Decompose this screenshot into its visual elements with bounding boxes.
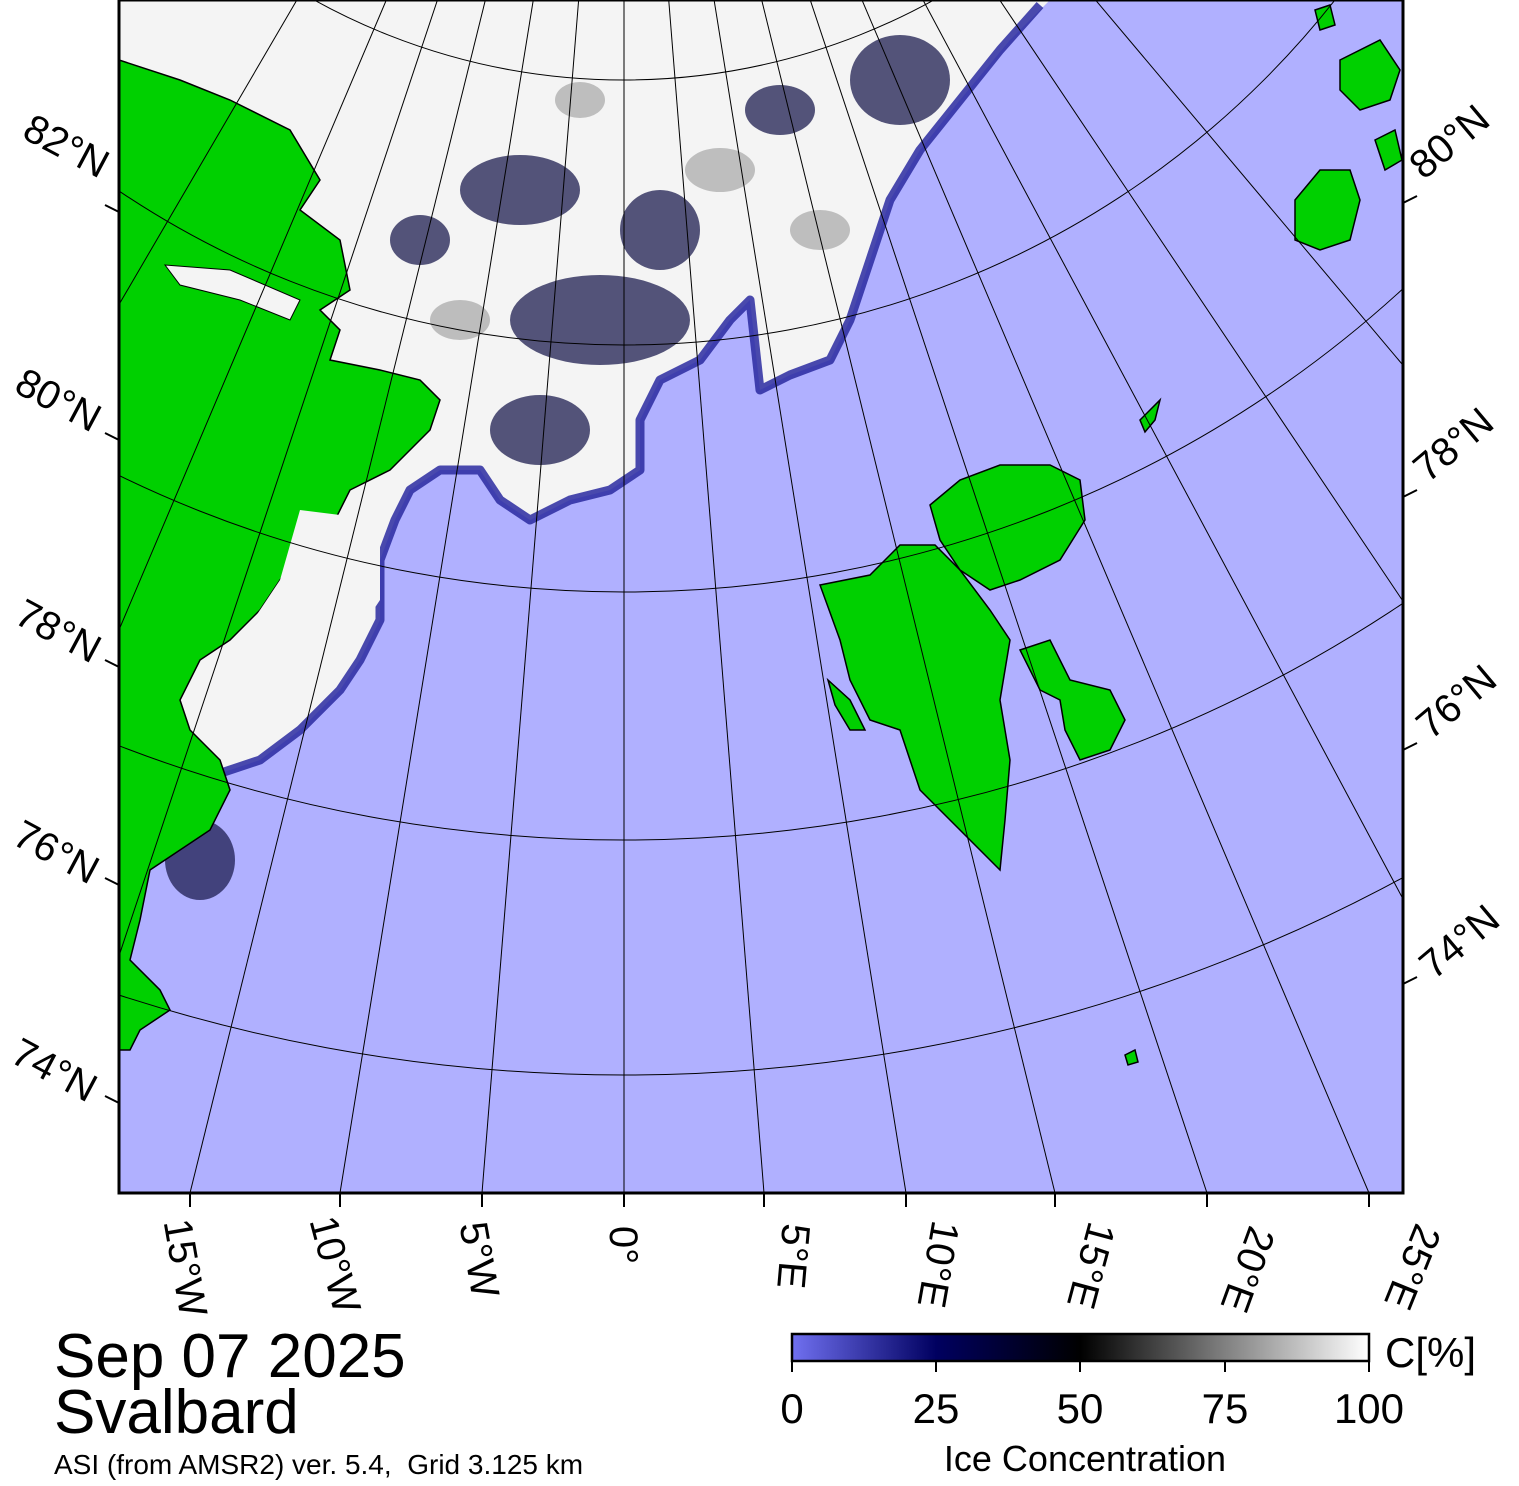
date-label: Sep 07 2025 bbox=[54, 1322, 406, 1391]
colorbar-gradient bbox=[790, 1332, 1371, 1363]
lon-label-5w: 5°W bbox=[451, 1218, 508, 1301]
meridian-line bbox=[119, 0, 387, 632]
colorbar-tick-100: 100 bbox=[1334, 1385, 1404, 1432]
meridian-line bbox=[189, 0, 486, 1193]
colorbar: 0 25 50 75 100 C[%] Ice Concentration bbox=[780, 1329, 1476, 1479]
lon-label-15w: 15°W bbox=[155, 1216, 215, 1321]
meridian-line bbox=[809, 0, 1208, 1193]
lat-label-left-82: 82°N bbox=[16, 106, 116, 187]
meridian-line bbox=[481, 0, 580, 1193]
meridian-line bbox=[861, 0, 1370, 1193]
lon-label-10e: 10°E bbox=[909, 1218, 967, 1311]
ice-speckle bbox=[358, 82, 850, 418]
meridian-line bbox=[668, 0, 765, 1193]
parallel-line bbox=[119, 0, 1336, 346]
lat-label-left-78: 78°N bbox=[8, 591, 108, 672]
parallel-line bbox=[313, 0, 935, 81]
lon-label-5e: 5°E bbox=[768, 1222, 817, 1291]
lon-label-15e: 15°E bbox=[1058, 1218, 1123, 1314]
meridian-line bbox=[761, 0, 1056, 1193]
meridian-line bbox=[922, 0, 1403, 901]
lat-label-right-74: 74°N bbox=[1411, 896, 1508, 987]
meridian-line bbox=[713, 0, 907, 1193]
coastal-ice bbox=[210, 510, 380, 760]
colorbar-title: Ice Concentration bbox=[944, 1438, 1226, 1479]
colorbar-tick-0: 0 bbox=[780, 1385, 803, 1432]
parallel-line bbox=[119, 876, 1403, 1076]
lon-label-25e: 25°E bbox=[1375, 1218, 1448, 1315]
map-area bbox=[119, 0, 1403, 1193]
lat-label-right-78: 78°N bbox=[1405, 399, 1502, 490]
fjord-ice bbox=[163, 264, 301, 321]
frame-ticks bbox=[104, 195, 1418, 1207]
graticule bbox=[119, 0, 1403, 1193]
franz-josef-land bbox=[1294, 4, 1403, 251]
map-frame bbox=[117, 0, 1405, 1195]
lon-label-20e: 20°E bbox=[1212, 1221, 1283, 1318]
parallel-line bbox=[119, 602, 1403, 841]
lon-label-10w: 10°W bbox=[301, 1211, 369, 1318]
svalbard-land bbox=[818, 397, 1162, 1066]
ice-edge bbox=[198, 2, 1044, 785]
lat-label-right-76: 76°N bbox=[1408, 656, 1505, 747]
lat-label-left-74: 74°N bbox=[4, 1030, 104, 1111]
lon-label-0: 0° bbox=[601, 1226, 645, 1264]
region-label: Svalbard bbox=[54, 1378, 299, 1447]
colorbar-unit: C[%] bbox=[1385, 1329, 1476, 1376]
lat-label-right-80: 80°N bbox=[1401, 96, 1498, 187]
colorbar-tick-75: 75 bbox=[1202, 1385, 1249, 1432]
colorbar-ticks bbox=[791, 1361, 1370, 1372]
colorbar-tick-50: 50 bbox=[1057, 1385, 1104, 1432]
lat-label-left-80: 80°N bbox=[8, 360, 108, 441]
source-label: ASI (from AMSR2) ver. 5.4, Grid 3.125 km bbox=[54, 1449, 584, 1480]
meridian-line bbox=[1094, 0, 1403, 366]
colorbar-tick-25: 25 bbox=[913, 1385, 960, 1432]
meridian-line bbox=[999, 0, 1403, 603]
meridian-line bbox=[119, 0, 438, 958]
meridian-line bbox=[339, 0, 534, 1193]
parallel-line bbox=[119, 287, 1403, 593]
lat-label-left-76: 76°N bbox=[6, 812, 106, 893]
